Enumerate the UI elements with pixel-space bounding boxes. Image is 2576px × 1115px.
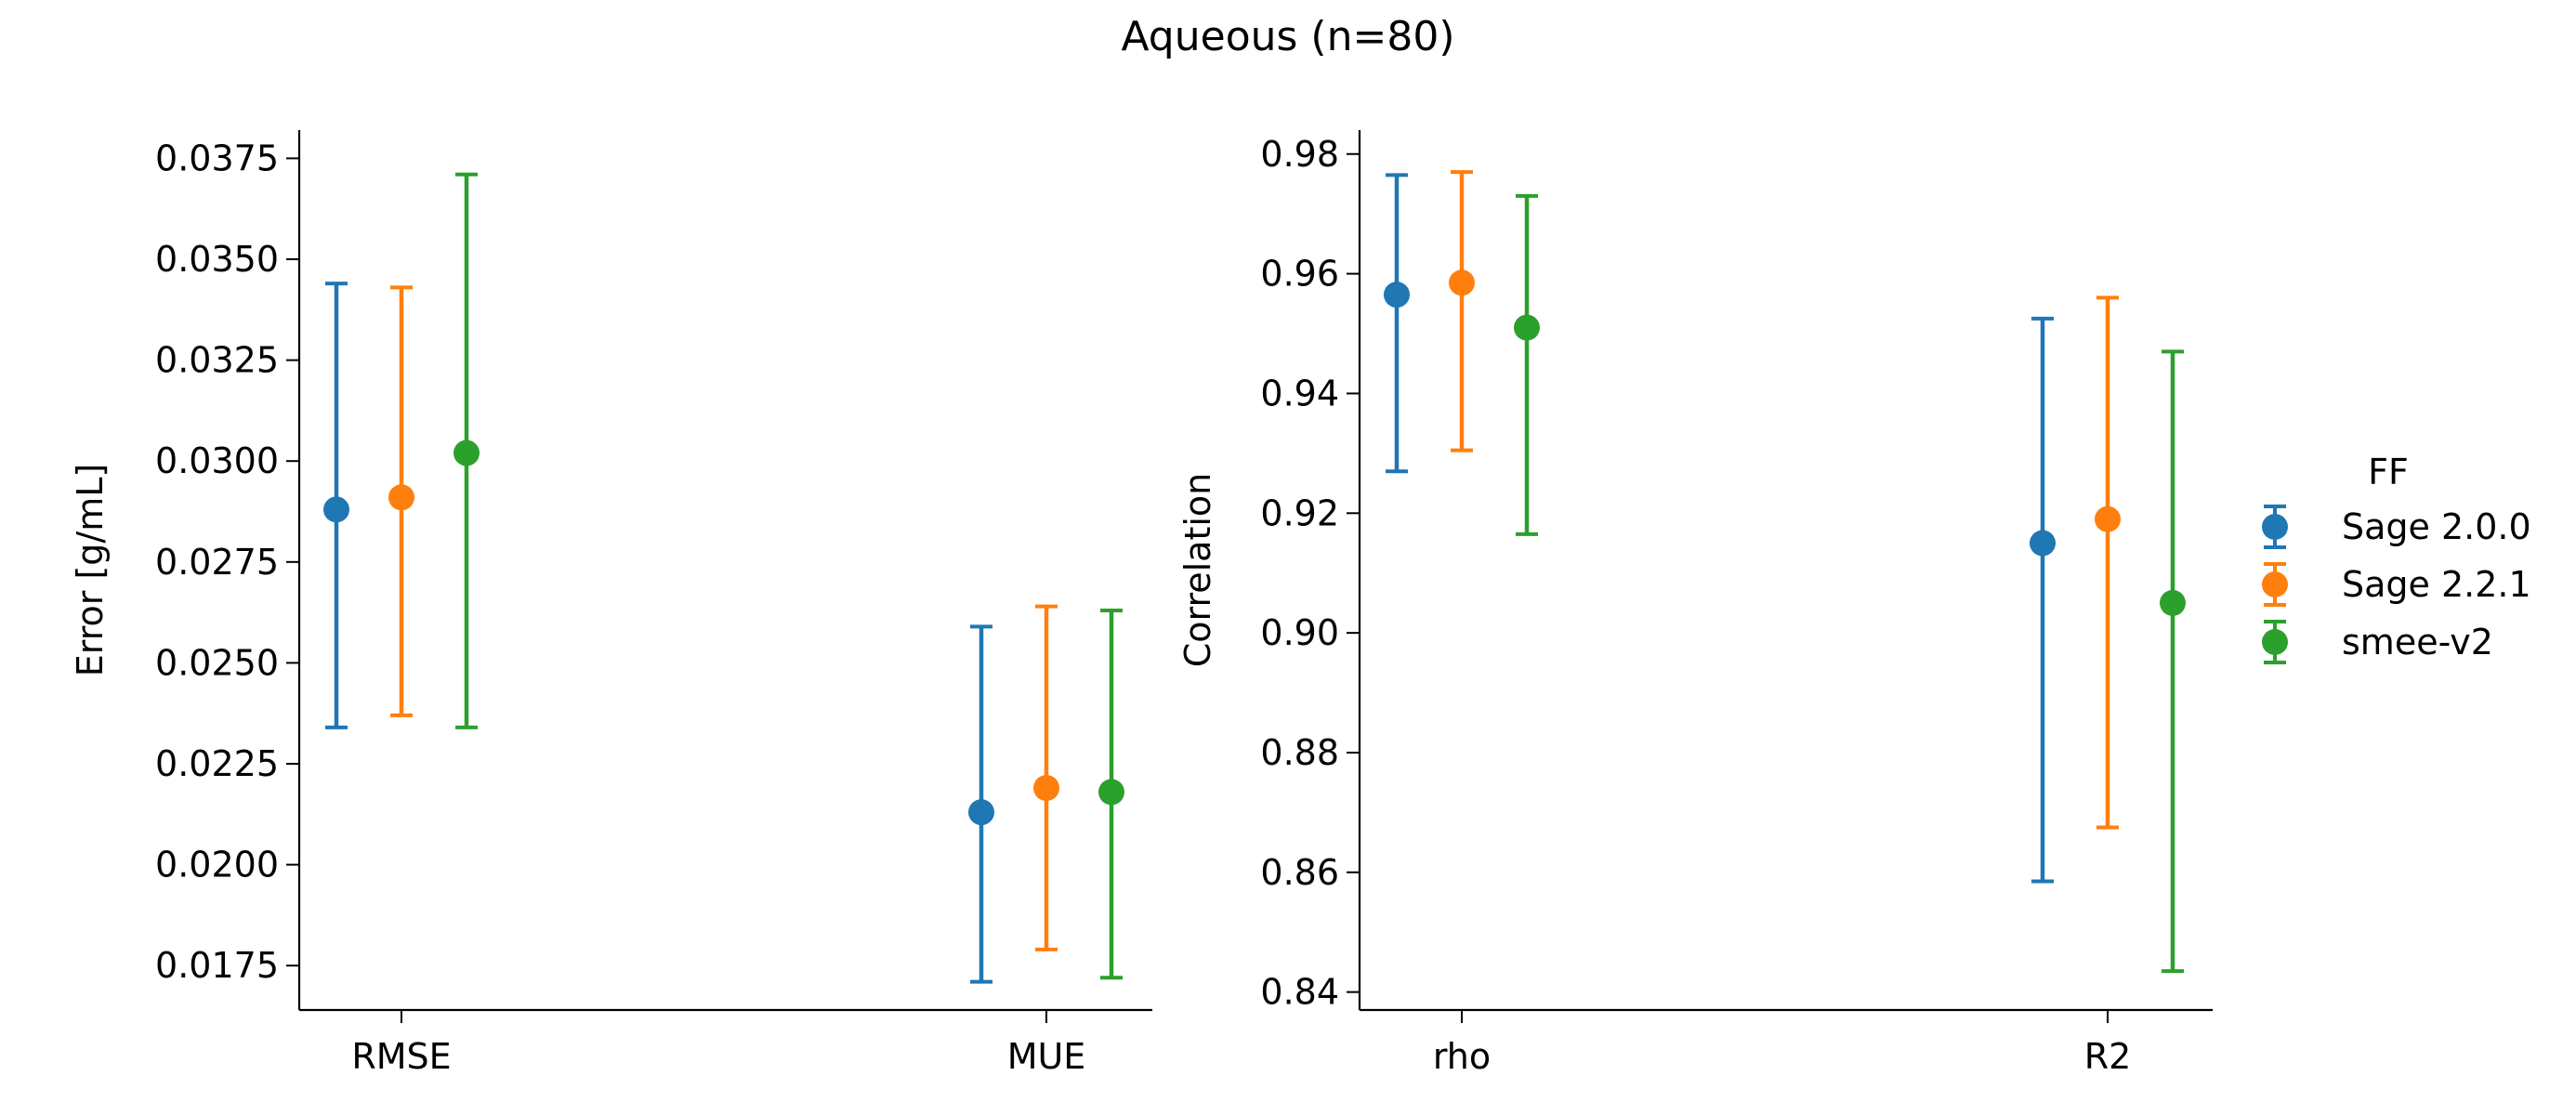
point-smee-v2-r2 xyxy=(2160,589,2186,616)
point-smee-v2-mue xyxy=(1098,779,1124,806)
x-tick-label-rmse: RMSE xyxy=(351,1036,451,1077)
legend: FF Sage 2.0.0 Sage 2.2.1 smee-v2 xyxy=(2262,452,2531,664)
y-tick-label: 0.86 xyxy=(1260,852,1339,893)
point-sage-2-2-1-rho xyxy=(1449,269,1475,296)
y-tick-label: 0.96 xyxy=(1260,254,1339,295)
x-tick-label-rho: rho xyxy=(1433,1036,1491,1077)
y-tick-label: 0.98 xyxy=(1260,134,1339,175)
legend-marker-sage-2-2-1 xyxy=(2262,571,2288,597)
y-tick-label: 0.0375 xyxy=(155,138,279,178)
y-tick-label: 0.0225 xyxy=(155,743,279,784)
legend-title: FF xyxy=(2368,452,2409,492)
y-tick-label: 0.94 xyxy=(1260,373,1339,413)
y-axis-label: Error [g/mL] xyxy=(70,464,111,676)
point-sage-2-0-0-r2 xyxy=(2030,530,2056,557)
x-tick-label-r2: R2 xyxy=(2084,1036,2132,1077)
point-sage-2-0-0-mue xyxy=(968,799,994,826)
y-tick-label: 0.90 xyxy=(1260,612,1339,653)
error-panel: 0.0175 0.0200 0.0225 0.0250 0.0275 0.0300 0.03… xyxy=(70,130,1152,1077)
y-tick-label: 0.84 xyxy=(1260,972,1339,1013)
point-sage-2-2-1-mue xyxy=(1033,775,1059,802)
point-sage-2-0-0-rho xyxy=(1384,282,1410,308)
y-tick-label: 0.0350 xyxy=(155,239,279,280)
point-smee-v2-rho xyxy=(1514,314,1540,341)
y-tick-label: 0.0250 xyxy=(155,642,279,683)
y-tick-label: 0.0275 xyxy=(155,542,279,583)
y-tick-label: 0.0200 xyxy=(155,845,279,885)
legend-label-sage-2-0-0: Sage 2.0.0 xyxy=(2342,506,2531,547)
y-tick-label: 0.0300 xyxy=(155,440,279,481)
y-tick-label: 0.92 xyxy=(1260,492,1339,533)
legend-label-sage-2-2-1: Sage 2.2.1 xyxy=(2342,564,2531,605)
y-axis-label: Correlation xyxy=(1177,473,1218,668)
x-tick-label-mue: MUE xyxy=(1007,1036,1086,1077)
legend-marker-smee-v2 xyxy=(2262,629,2288,655)
correlation-panel: 0.84 0.86 0.88 0.90 0.92 0.94 0.96 0.98 rho R2 Cor… xyxy=(1177,130,2213,1077)
legend-label-smee-v2: smee-v2 xyxy=(2342,622,2493,662)
y-tick-label: 0.88 xyxy=(1260,732,1339,773)
point-smee-v2-rmse xyxy=(453,439,480,466)
figure-title: Aqueous (n=80) xyxy=(1121,13,1455,60)
y-tick-label: 0.0325 xyxy=(155,340,279,381)
legend-marker-sage-2-0-0 xyxy=(2262,514,2288,540)
y-tick-label: 0.0175 xyxy=(155,945,279,986)
point-sage-2-2-1-r2 xyxy=(2095,505,2121,532)
point-sage-2-0-0-rmse xyxy=(323,496,349,523)
point-sage-2-2-1-rmse xyxy=(388,484,414,511)
